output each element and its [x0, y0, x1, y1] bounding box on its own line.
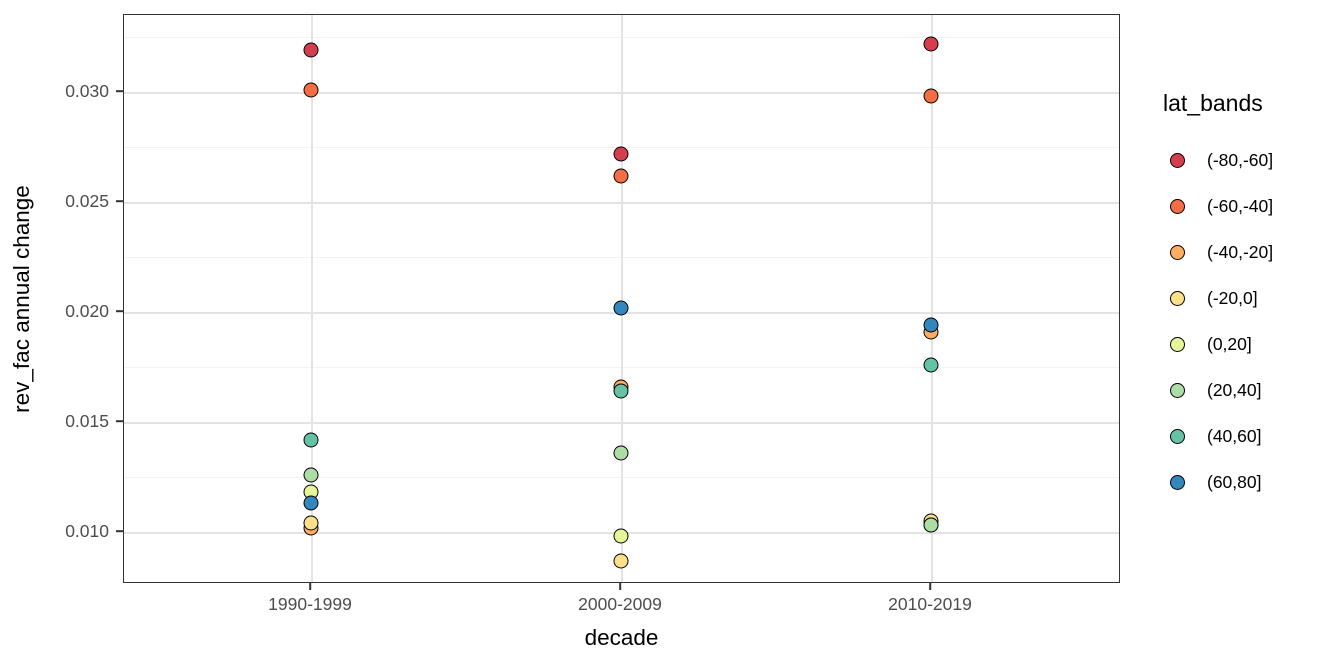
legend-item-(-40,-20]: (-40,-20]	[1160, 229, 1344, 275]
y-axis-tick-label: 0.030	[65, 81, 109, 101]
legend-item-(0,20]: (0,20]	[1160, 321, 1344, 367]
data-point-(-20,0]-2000-2009	[613, 553, 629, 569]
gridline-category	[311, 15, 313, 582]
y-axis-tick-label: 0.025	[65, 191, 109, 211]
legend-key-swatch	[1170, 290, 1185, 306]
y-axis-tick-label: 0.010	[65, 521, 109, 541]
y-axis-tick	[116, 530, 123, 532]
y-axis-tick	[116, 310, 123, 312]
y-axis-tick	[116, 420, 123, 422]
data-point-(-80,-60]-2000-2009	[613, 146, 629, 162]
legend-item-label: (0,20]	[1207, 333, 1252, 354]
data-point-(-60,-40]-1990-1999	[303, 82, 319, 98]
legend-key-swatch	[1170, 152, 1185, 168]
legend-item-(-60,-40]: (-60,-40]	[1160, 183, 1344, 229]
legend-title: lat_bands	[1163, 90, 1263, 116]
data-point-(-20,0]-1990-1999	[303, 515, 319, 531]
legend-item-label: (20,40]	[1207, 379, 1262, 400]
legend-item-label: (60,80]	[1207, 471, 1262, 492]
x-axis-tick	[309, 583, 311, 590]
data-point-(-60,-40]-2010-2019	[923, 88, 939, 104]
x-axis-tick	[929, 583, 931, 590]
legend-key-swatch	[1170, 428, 1185, 444]
legend-key-swatch	[1170, 382, 1185, 398]
legend-item-label: (-20,0]	[1207, 287, 1258, 308]
legend-item-(-80,-60]: (-80,-60]	[1160, 137, 1344, 183]
y-axis-tick-label: 0.015	[65, 411, 109, 431]
x-axis-tick-label: 2010-2019	[888, 594, 972, 614]
data-point-(20,40]-2000-2009	[613, 445, 629, 461]
data-point-(-80,-60]-2010-2019	[923, 36, 939, 52]
legend-item-(60,80]: (60,80]	[1160, 459, 1344, 505]
legend-key-swatch	[1170, 244, 1185, 260]
data-point-(-80,-60]-1990-1999	[303, 42, 319, 58]
y-axis-title: rev_fac annual change	[9, 185, 34, 413]
legend-key-swatch	[1170, 336, 1185, 352]
plot-panel	[123, 14, 1120, 583]
legend-key-swatch	[1170, 474, 1185, 490]
legend-item-(40,60]: (40,60]	[1160, 413, 1344, 459]
legend-item-(20,40]: (20,40]	[1160, 367, 1344, 413]
data-point-(-60,-40]-2000-2009	[613, 168, 629, 184]
legend-item-label: (-60,-40]	[1207, 195, 1274, 216]
data-point-(20,40]-1990-1999	[303, 467, 319, 483]
x-axis-tick-label: 2000-2009	[578, 594, 662, 614]
data-point-(0,20]-2000-2009	[613, 528, 629, 544]
x-axis-title: decade	[584, 625, 659, 650]
data-point-(40,60]-1990-1999	[303, 432, 319, 448]
data-point-(20,40]-2010-2019	[923, 517, 939, 533]
legend-key-swatch	[1170, 198, 1185, 214]
y-axis-tick	[116, 90, 123, 92]
legend-item-label: (40,60]	[1207, 425, 1262, 446]
data-point-(60,80]-2010-2019	[923, 317, 939, 333]
legend-item-label: (-40,-20]	[1207, 241, 1274, 262]
data-point-(60,80]-1990-1999	[303, 495, 319, 511]
legend-items: (-80,-60] (-60,-40] (-40,-20] (-20,0] (0,20]…	[1160, 137, 1344, 505]
data-point-(40,60]-2000-2009	[613, 383, 629, 399]
x-axis-tick	[619, 583, 621, 590]
x-axis-tick-label: 1990-1999	[268, 594, 352, 614]
gridline-category	[621, 15, 623, 582]
gridline-category	[931, 15, 933, 582]
legend: lat_bands (-80,-60] (-60,-40] (-40,-20] (-2…	[1160, 80, 1344, 492]
y-axis-tick	[116, 200, 123, 202]
data-point-(40,60]-2010-2019	[923, 357, 939, 373]
legend-item-(-20,0]: (-20,0]	[1160, 275, 1344, 321]
data-point-(60,80]-2000-2009	[613, 300, 629, 316]
legend-item-label: (-80,-60]	[1207, 149, 1274, 170]
y-axis-tick-label: 0.020	[65, 301, 109, 321]
